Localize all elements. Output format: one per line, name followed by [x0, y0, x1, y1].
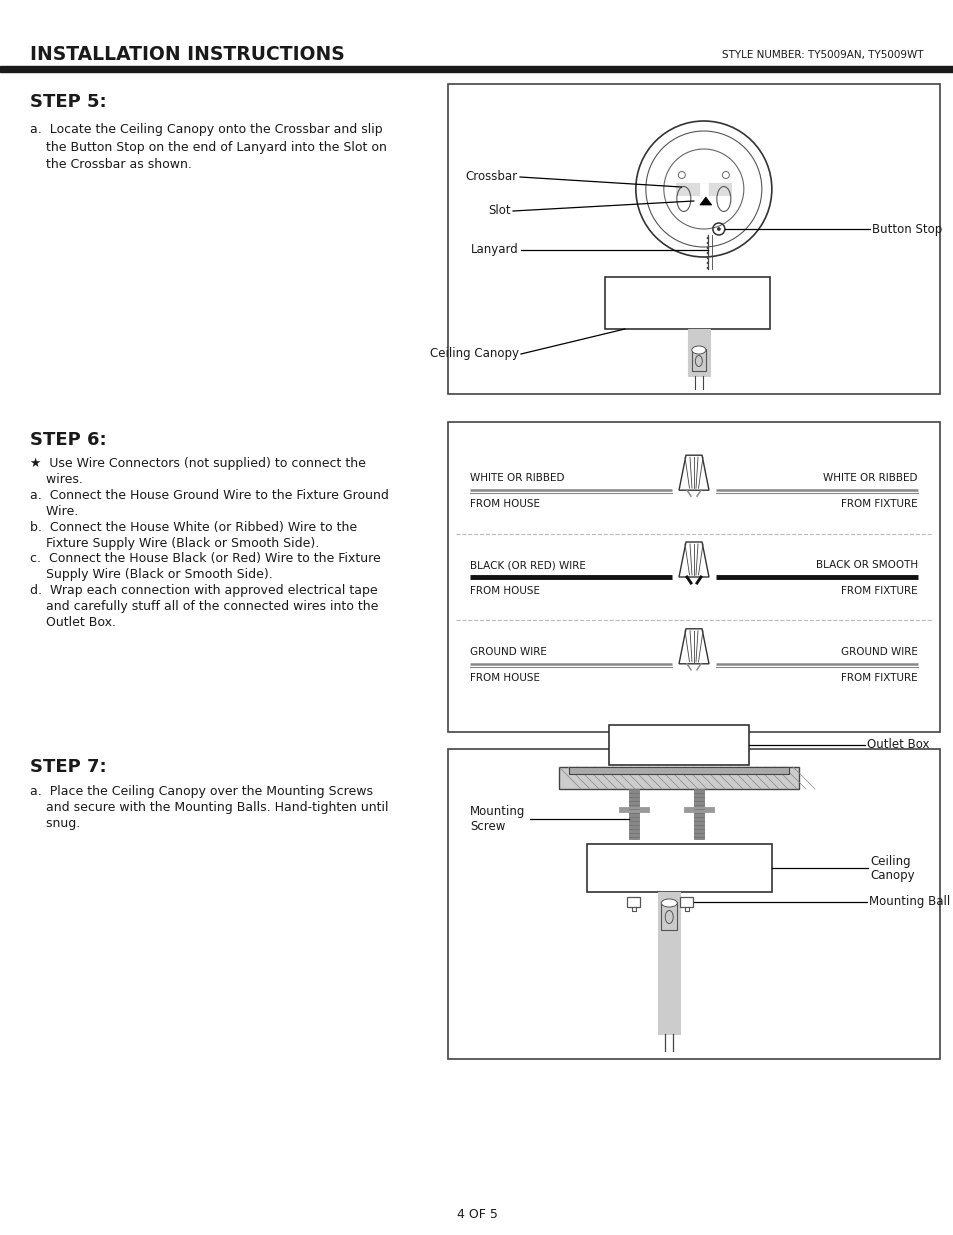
Bar	[609, 725, 748, 764]
Text: Screw: Screw	[470, 820, 505, 834]
Text: BLACK (OR RED) WIRE: BLACK (OR RED) WIRE	[470, 559, 585, 571]
Text: the Crossbar as shown.: the Crossbar as shown.	[30, 158, 192, 170]
Polygon shape	[679, 542, 708, 577]
Text: and secure with the Mounting Balls. Hand-tighten until: and secure with the Mounting Balls. Hand…	[30, 800, 388, 814]
Text: STEP 7:: STEP 7:	[30, 758, 107, 776]
Circle shape	[717, 227, 720, 231]
Text: d.  Wrap each connection with approved electrical tape: d. Wrap each connection with approved el…	[30, 584, 377, 597]
Polygon shape	[679, 629, 708, 663]
Text: 4 OF 5: 4 OF 5	[456, 1209, 497, 1221]
Bar	[676, 183, 731, 195]
Text: a.  Locate the Ceiling Canopy onto the Crossbar and slip: a. Locate the Ceiling Canopy onto the Cr…	[30, 124, 382, 137]
Text: Crossbar: Crossbar	[465, 170, 517, 184]
Bar	[626, 897, 639, 906]
Text: c.  Connect the House Black (or Red) Wire to the Fixture: c. Connect the House Black (or Red) Wire…	[30, 552, 380, 566]
Text: INSTALLATION INSTRUCTIONS: INSTALLATION INSTRUCTIONS	[30, 46, 344, 64]
Text: FROM FIXTURE: FROM FIXTURE	[841, 499, 917, 509]
Text: b.  Connect the House White (or Ribbed) Wire to the: b. Connect the House White (or Ribbed) W…	[30, 521, 356, 534]
Ellipse shape	[691, 346, 705, 354]
Bar	[558, 767, 799, 789]
Text: STEP 6:: STEP 6:	[30, 431, 107, 450]
Text: WHITE OR RIBBED: WHITE OR RIBBED	[822, 473, 917, 483]
Bar	[448, 422, 939, 732]
Text: ★  Use Wire Connectors (not supplied) to connect the: ★ Use Wire Connectors (not supplied) to …	[30, 457, 366, 471]
Text: GROUND WIRE: GROUND WIRE	[841, 647, 917, 657]
Bar	[658, 892, 679, 1034]
Text: WHITE OR RIBBED: WHITE OR RIBBED	[470, 473, 564, 483]
Text: FROM HOUSE: FROM HOUSE	[470, 585, 539, 597]
Text: Ceiling: Ceiling	[869, 855, 910, 867]
Bar	[448, 84, 939, 394]
Bar	[679, 897, 693, 906]
Text: BLACK OR SMOOTH: BLACK OR SMOOTH	[815, 559, 917, 571]
Bar	[683, 806, 714, 811]
Text: the Button Stop on the end of Lanyard into the Slot on: the Button Stop on the end of Lanyard in…	[30, 141, 387, 153]
Text: and carefully stuff all of the connected wires into the: and carefully stuff all of the connected…	[30, 600, 378, 613]
Bar	[569, 767, 788, 774]
Bar	[618, 806, 649, 811]
Text: FROM FIXTURE: FROM FIXTURE	[841, 585, 917, 597]
Circle shape	[706, 267, 708, 269]
Ellipse shape	[660, 899, 677, 906]
Text: Canopy: Canopy	[869, 868, 914, 882]
Text: wires.: wires.	[30, 473, 83, 487]
Text: Button Stop: Button Stop	[871, 222, 942, 236]
Text: Mounting: Mounting	[470, 804, 525, 818]
Bar	[691, 350, 705, 370]
Circle shape	[706, 257, 708, 259]
Text: Lanyard: Lanyard	[471, 243, 518, 257]
Bar	[694, 789, 703, 839]
Text: a.  Place the Ceiling Canopy over the Mounting Screws: a. Place the Ceiling Canopy over the Mou…	[30, 784, 373, 798]
Text: FROM FIXTURE: FROM FIXTURE	[841, 673, 917, 683]
Text: a.  Connect the House Ground Wire to the Fixture Ground: a. Connect the House Ground Wire to the …	[30, 489, 389, 503]
Text: Fixture Supply Wire (Black or Smooth Side).: Fixture Supply Wire (Black or Smooth Sid…	[30, 536, 319, 550]
Bar	[0, 65, 953, 72]
Circle shape	[706, 252, 708, 254]
Polygon shape	[700, 198, 711, 205]
Circle shape	[706, 242, 708, 245]
Text: STEP 5:: STEP 5:	[30, 93, 107, 111]
Circle shape	[706, 237, 708, 240]
Text: Outlet Box.: Outlet Box.	[30, 615, 116, 629]
Text: Ceiling Canopy: Ceiling Canopy	[430, 347, 518, 361]
Text: Slot: Slot	[488, 205, 511, 217]
Bar	[448, 748, 939, 1058]
Text: GROUND WIRE: GROUND WIRE	[470, 647, 546, 657]
Polygon shape	[679, 456, 708, 490]
Text: FROM HOUSE: FROM HOUSE	[470, 499, 539, 509]
Text: Wire.: Wire.	[30, 505, 78, 517]
Circle shape	[706, 262, 708, 264]
Bar	[604, 277, 769, 329]
Bar	[687, 329, 709, 375]
Text: Outlet Box: Outlet Box	[866, 739, 928, 752]
Text: Supply Wire (Black or Smooth Side).: Supply Wire (Black or Smooth Side).	[30, 568, 273, 582]
Text: snug.: snug.	[30, 816, 80, 830]
Bar	[700, 183, 707, 195]
Bar	[586, 844, 771, 892]
Text: STYLE NUMBER: TY5009AN, TY5009WT: STYLE NUMBER: TY5009AN, TY5009WT	[721, 49, 923, 61]
Text: FROM HOUSE: FROM HOUSE	[470, 673, 539, 683]
Bar	[660, 902, 677, 930]
Text: Mounting Ball: Mounting Ball	[868, 895, 949, 909]
Circle shape	[706, 247, 708, 249]
Bar	[629, 789, 639, 839]
